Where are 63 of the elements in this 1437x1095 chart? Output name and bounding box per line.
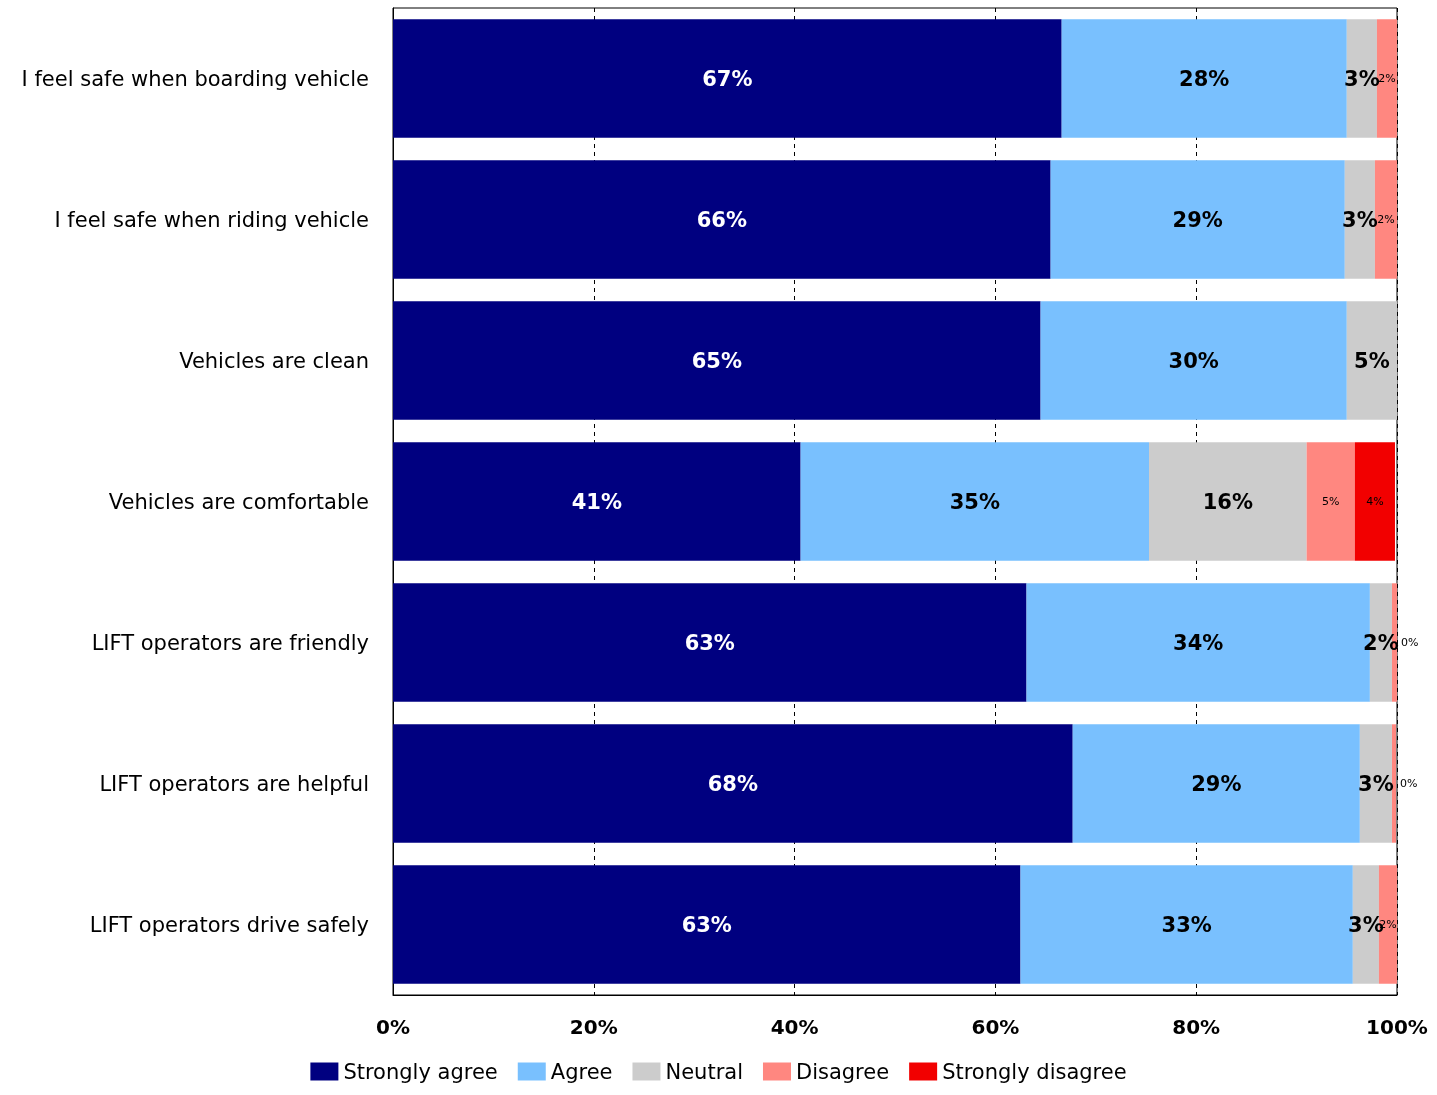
data-label: 2% bbox=[1377, 213, 1395, 226]
y-tick-label: LIFT operators are friendly bbox=[91, 630, 369, 655]
data-label: 33% bbox=[1161, 912, 1212, 937]
bar bbox=[1072, 724, 1360, 843]
data-label: 29% bbox=[1172, 207, 1223, 232]
x-tick-label: 40% bbox=[770, 1015, 819, 1039]
bar bbox=[393, 19, 1062, 138]
y-tick-label: LIFT operators drive safely bbox=[89, 912, 369, 937]
data-label: 0% bbox=[1400, 777, 1418, 790]
bar bbox=[393, 724, 1073, 843]
bar bbox=[393, 160, 1051, 279]
legend-label: Agree bbox=[550, 1059, 613, 1084]
legend-label: Strongly agree bbox=[343, 1059, 498, 1084]
bar bbox=[800, 442, 1150, 561]
data-label: 68% bbox=[707, 771, 758, 796]
data-label: 5% bbox=[1322, 495, 1340, 508]
bar bbox=[393, 442, 801, 561]
x-tick-label: 60% bbox=[971, 1015, 1020, 1039]
data-label: 2% bbox=[1378, 72, 1396, 85]
x-tick-label: 0% bbox=[376, 1015, 410, 1039]
data-label: 63% bbox=[684, 630, 735, 655]
bar bbox=[393, 865, 1021, 984]
bar bbox=[1354, 442, 1395, 561]
data-label: 2% bbox=[1363, 630, 1399, 655]
data-label: 66% bbox=[696, 207, 747, 232]
data-label: 3% bbox=[1344, 66, 1380, 91]
bar bbox=[1346, 19, 1377, 138]
x-tick-label: 20% bbox=[569, 1015, 618, 1039]
bar bbox=[1040, 301, 1347, 420]
data-label: 3% bbox=[1358, 771, 1394, 796]
data-label: 67% bbox=[702, 66, 753, 91]
y-tick-label: I feel safe when riding vehicle bbox=[54, 207, 369, 232]
data-label: 3% bbox=[1342, 207, 1378, 232]
legend-label: Strongly disagree bbox=[942, 1059, 1127, 1084]
data-label: 4% bbox=[1366, 495, 1384, 508]
x-tick-label: 80% bbox=[1172, 1015, 1221, 1039]
y-tick-label: Vehicles are clean bbox=[179, 348, 369, 373]
data-label: 28% bbox=[1179, 66, 1230, 91]
data-label: 5% bbox=[1354, 348, 1390, 373]
data-label: 35% bbox=[949, 489, 1000, 514]
data-label: 34% bbox=[1173, 630, 1224, 655]
bar bbox=[1306, 442, 1355, 561]
data-label: 29% bbox=[1191, 771, 1242, 796]
data-label: 65% bbox=[691, 348, 742, 373]
bar bbox=[1050, 160, 1345, 279]
bar bbox=[1391, 724, 1396, 843]
legend-label: Disagree bbox=[795, 1059, 890, 1084]
bar bbox=[1359, 724, 1392, 843]
y-tick-label: I feel safe when boarding vehicle bbox=[21, 66, 369, 91]
bar bbox=[1061, 19, 1347, 138]
data-label: 0% bbox=[1401, 636, 1419, 649]
bar bbox=[1346, 301, 1397, 420]
legend-label: Neutral bbox=[665, 1059, 743, 1084]
data-label: 30% bbox=[1168, 348, 1219, 373]
data-label: 41% bbox=[571, 489, 622, 514]
bar bbox=[393, 301, 1041, 420]
data-label: 63% bbox=[681, 912, 732, 937]
bar bbox=[393, 583, 1027, 702]
y-tick-label: LIFT operators are helpful bbox=[99, 771, 369, 796]
bar bbox=[1149, 442, 1307, 561]
y-tick-label: Vehicles are comfortable bbox=[108, 489, 369, 514]
x-tick-label: 100% bbox=[1366, 1015, 1428, 1039]
data-label: 16% bbox=[1202, 489, 1253, 514]
